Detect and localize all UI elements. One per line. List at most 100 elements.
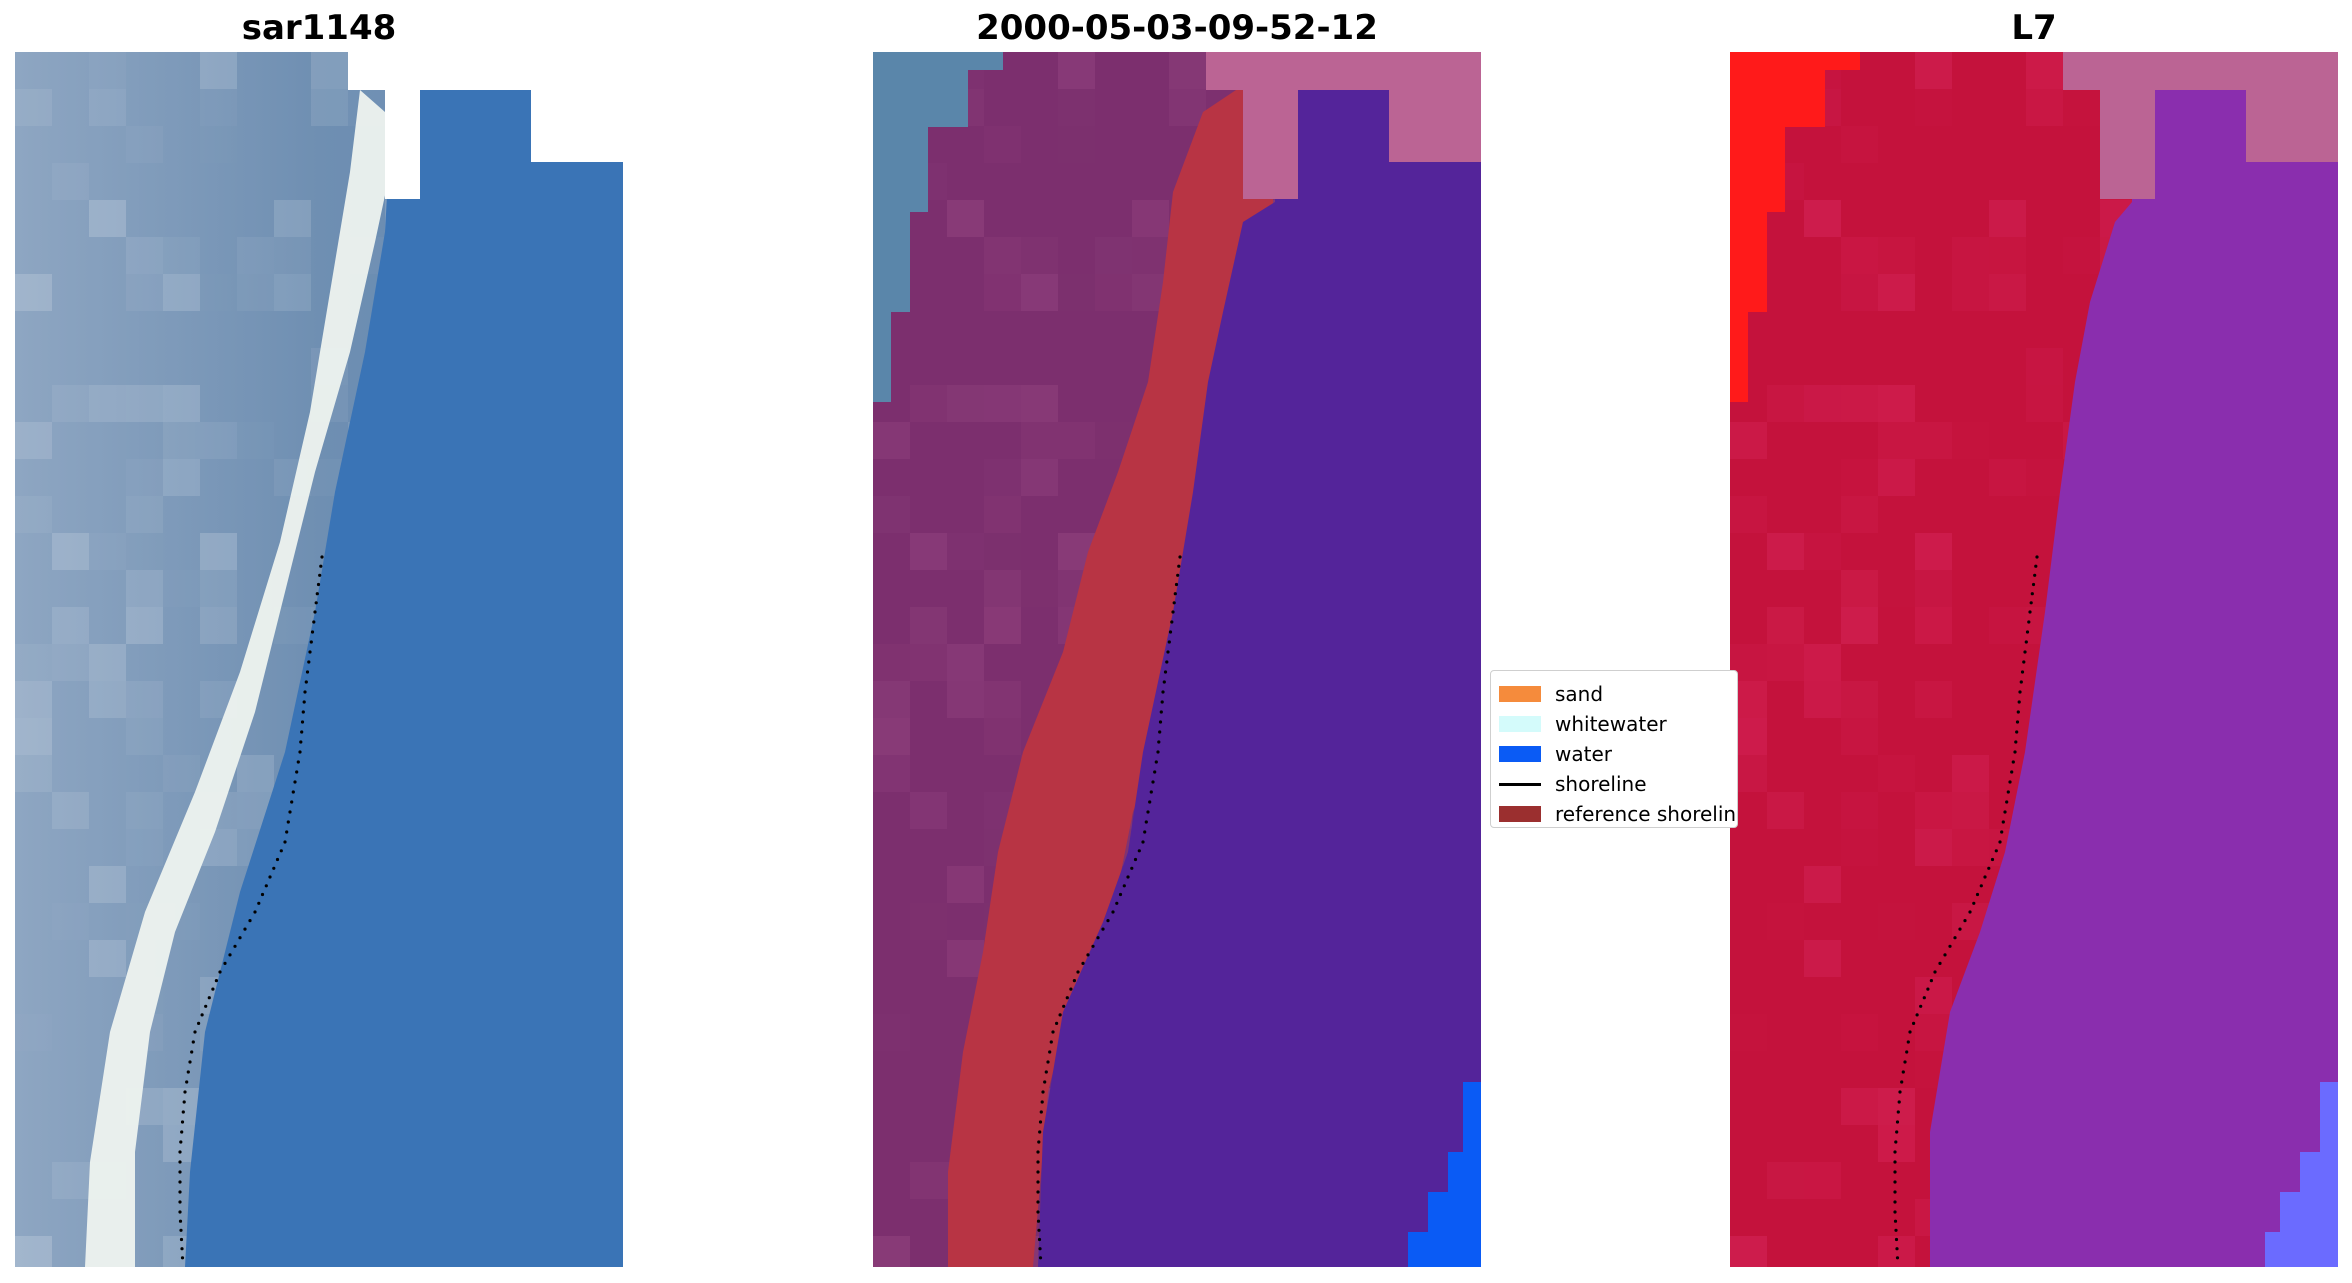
shoreline-dot — [204, 1004, 208, 1008]
texture-pixel — [1132, 237, 1169, 274]
texture-pixel — [2026, 348, 2063, 385]
texture-pixel — [89, 385, 126, 422]
shoreline-dot — [1115, 901, 1119, 905]
shoreline-dot — [279, 849, 283, 853]
texture-pixel — [1841, 570, 1878, 607]
shoreline-dot — [1051, 1030, 1055, 1034]
shoreline-dot — [2003, 810, 2007, 814]
texture-pixel — [2063, 89, 2100, 126]
shoreline-dot — [1158, 730, 1162, 734]
shoreline-dot — [2000, 830, 2004, 834]
shoreline-dot — [1893, 1219, 1898, 1223]
shoreline-dot — [1141, 840, 1145, 844]
texture-pixel — [52, 792, 89, 829]
texture-pixel — [126, 533, 163, 570]
texture-pixel — [1915, 681, 1952, 718]
texture-pixel — [1132, 200, 1169, 237]
shoreline-dot — [2006, 790, 2010, 794]
shoreline-dot — [1038, 1120, 1043, 1124]
shoreline-dot — [178, 1160, 182, 1164]
shoreline-dot — [1069, 987, 1073, 991]
shoreline-dot — [2016, 710, 2020, 714]
texture-pixel — [1841, 829, 1878, 866]
texture-pixel — [274, 237, 311, 274]
texture-pixel — [1767, 1162, 1804, 1199]
shoreline-dot — [1046, 1060, 1050, 1064]
legend-item-shoreline: shoreline — [1499, 771, 1647, 797]
shoreline-dot — [307, 660, 311, 664]
texture-pixel — [1915, 52, 1952, 89]
texture-pixel — [873, 496, 910, 533]
texture-pixel — [1804, 1199, 1841, 1236]
shoreline-dot — [1130, 866, 1134, 870]
shoreline-dot — [1174, 582, 1179, 587]
shoreline-dot — [2030, 592, 2034, 596]
shoreline-dot — [191, 1040, 195, 1044]
texture-pixel — [947, 200, 984, 237]
shoreline-dot — [260, 892, 265, 897]
texture-pixel — [1021, 237, 1058, 274]
shoreline-dot — [1161, 690, 1165, 694]
shoreline-dot — [2024, 640, 2028, 644]
texture-pixel — [1952, 237, 1989, 274]
texture-pixel — [1915, 126, 1952, 163]
shoreline-dot — [283, 840, 287, 844]
texture-pixel — [1730, 496, 1767, 533]
texture-pixel — [89, 644, 126, 681]
texture-pixel — [163, 570, 200, 607]
texture-pixel — [1095, 237, 1132, 274]
texture-pixel — [984, 607, 1021, 644]
shoreline-dot — [211, 987, 215, 991]
texture-pixel — [52, 644, 89, 681]
shoreline-dot — [1919, 1004, 1923, 1008]
shoreline-dot — [2014, 740, 2018, 744]
texture-pixel — [52, 607, 89, 644]
shoreline-dot — [1994, 849, 1998, 853]
shoreline-dot — [1101, 927, 1105, 931]
texture-pixel — [1841, 681, 1878, 718]
texture-pixel — [1767, 607, 1804, 644]
texture-pixel — [126, 496, 163, 533]
texture-pixel — [1915, 533, 1952, 570]
legend-swatch-sand — [1499, 686, 1541, 702]
texture-pixel — [126, 459, 163, 496]
shoreline-dot — [288, 810, 292, 814]
shoreline-dot — [180, 1247, 184, 1251]
texture-pixel — [1878, 903, 1915, 940]
shoreline-dot — [272, 866, 276, 870]
shoreline-dot — [1906, 1040, 1910, 1044]
texture-pixel — [1841, 126, 1878, 163]
shoreline-dot — [1975, 892, 1980, 897]
shoreline-dot — [1036, 1190, 1040, 1194]
shoreline-dot — [2001, 820, 2005, 824]
texture-pixel — [984, 533, 1021, 570]
texture-pixel — [200, 533, 237, 570]
legend-label: shoreline — [1555, 772, 1647, 796]
shoreline-dot — [1983, 875, 1987, 879]
shoreline-dot — [314, 601, 318, 605]
texture-pixel — [1841, 977, 1878, 1014]
shoreline-dot — [1036, 1180, 1040, 1184]
texture-pixel — [126, 274, 163, 311]
texture-pixel — [274, 274, 311, 311]
class-water-blue-corner — [1408, 1082, 1481, 1267]
shoreline-dot — [293, 780, 297, 784]
texture-pixel — [52, 385, 89, 422]
texture-pixel — [52, 1162, 89, 1199]
shoreline-dot — [1048, 1050, 1052, 1054]
texture-pixel — [1730, 1014, 1767, 1051]
texture-pixel — [89, 940, 126, 977]
texture-pixel — [1841, 385, 1878, 422]
shoreline-dot — [197, 1021, 201, 1025]
shoreline-dot — [1065, 996, 1069, 1000]
texture-pixel — [15, 422, 52, 459]
texture-pixel — [1841, 496, 1878, 533]
texture-pixel — [947, 533, 984, 570]
legend-swatch-whitewater — [1499, 716, 1541, 732]
texture-pixel — [311, 89, 348, 126]
texture-pixel — [1021, 385, 1058, 422]
shoreline-dot — [179, 1237, 184, 1242]
panel-title-date: 2000-05-03-09-52-12 — [976, 8, 1378, 48]
texture-pixel — [237, 755, 274, 792]
shoreline-dot — [179, 1228, 183, 1232]
